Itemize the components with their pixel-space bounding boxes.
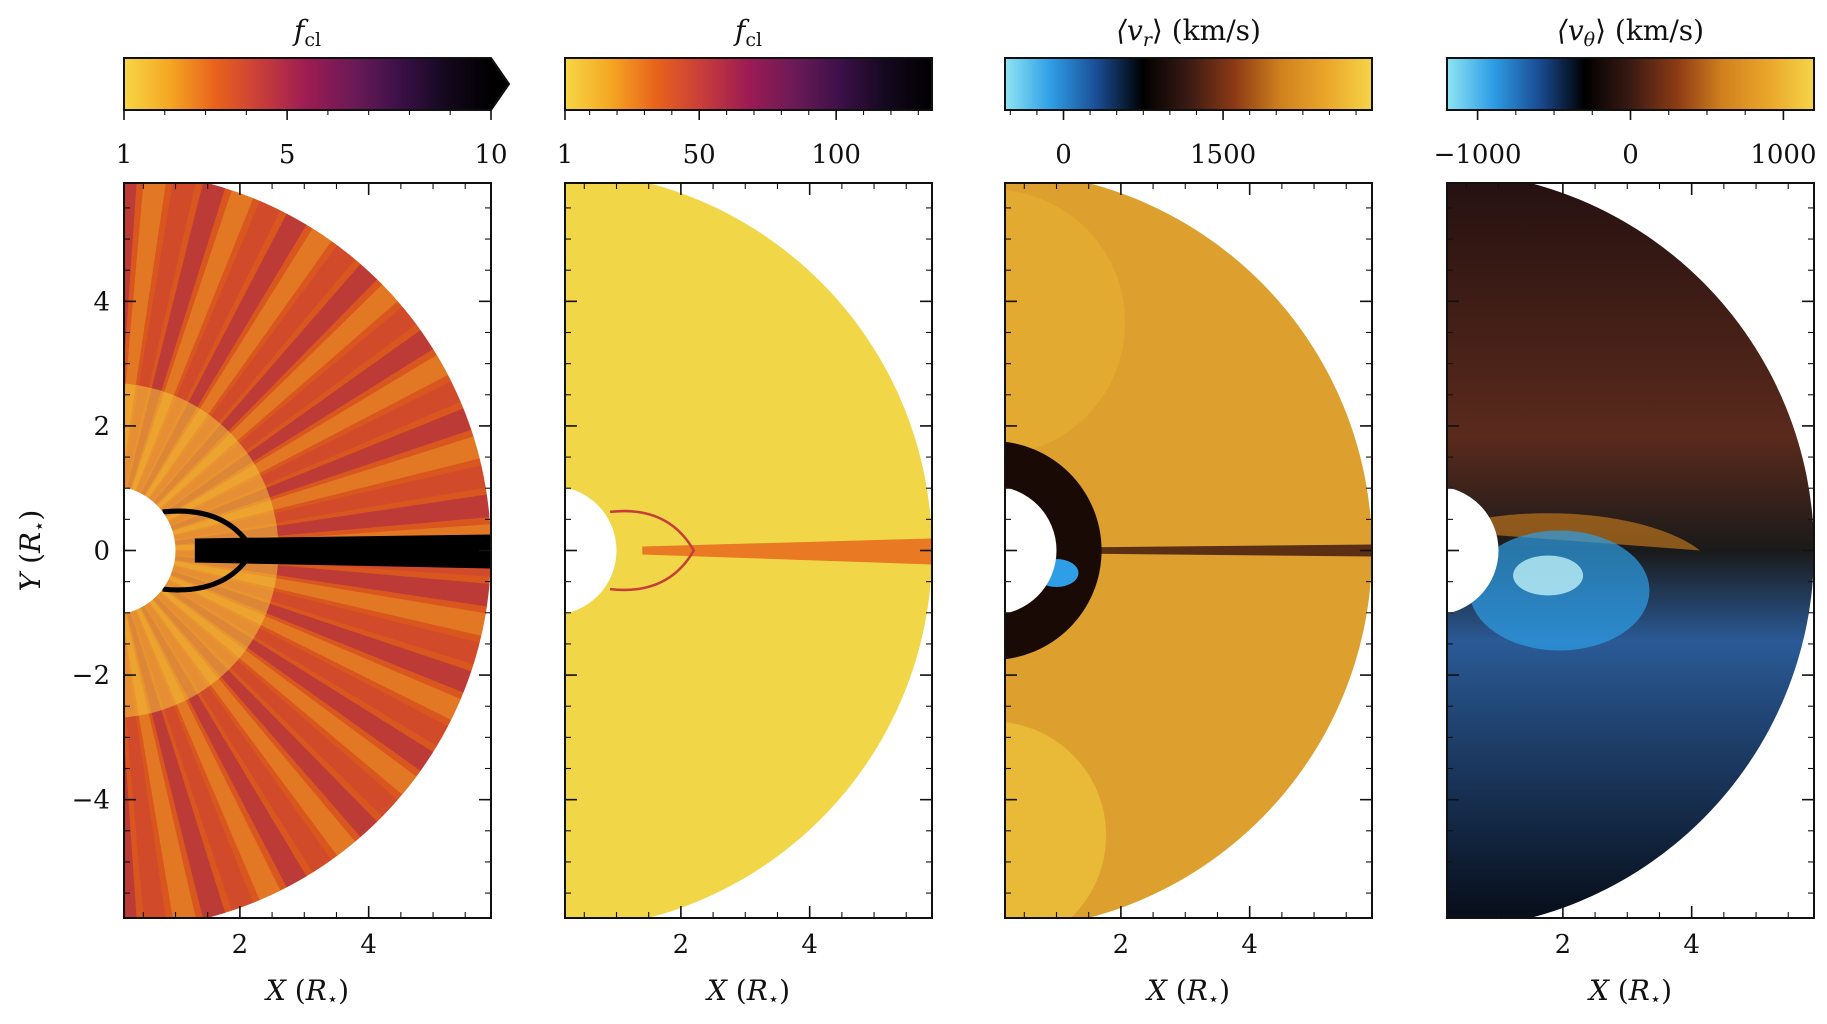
colorbar [124, 58, 491, 110]
colorbar-tick-label: 100 [811, 140, 861, 170]
panel-3: 0 1500 ⟨vr⟩ (km/s) 2 4 X (R⋆) [1004, 14, 1373, 1010]
colorbar-title: ⟨vθ⟩ (km/s) [1557, 14, 1704, 51]
x-tick-label: 2 [1113, 930, 1130, 960]
colorbar-title: ⟨vr⟩ (km/s) [1116, 14, 1261, 51]
heatmap-field [565, 183, 932, 918]
star-disc [1447, 487, 1499, 614]
colorbar-tick-label: 50 [683, 140, 716, 170]
heatmap-field [124, 183, 491, 918]
star-disc [124, 487, 176, 614]
panel-2: 1 50 100 fcl 2 4 X (R⋆) [557, 14, 933, 1010]
x-tick-label: 4 [801, 930, 818, 960]
colorbar-tick-label: 1000 [1750, 140, 1816, 170]
heatmap-feature [642, 538, 932, 565]
x-axis-label: X (R⋆) [705, 974, 790, 1010]
x-tick-label: 2 [673, 930, 690, 960]
star-disc [565, 487, 617, 614]
heatmap-streak [124, 736, 137, 918]
x-tick-label: 2 [232, 930, 249, 960]
colorbar-tick-label: 1 [557, 140, 574, 170]
heatmap-feature [1005, 722, 1107, 918]
heatmap-feature [1005, 190, 1126, 455]
colorbar-tick-label: 0 [1055, 140, 1072, 170]
heatmap-feature [609, 509, 696, 592]
colorbar-outline [123, 57, 511, 111]
y-tick-label: 0 [93, 537, 110, 567]
x-axis-label: X (R⋆) [264, 974, 349, 1010]
y-tick-label: −2 [72, 661, 110, 691]
x-tick-label: 2 [1555, 930, 1572, 960]
panel-1: 1 5 10 fcl 2 4 −4 −2 0 2 4 Y (R⋆) X (R⋆) [14, 14, 511, 1010]
heatmap-streak [124, 636, 166, 918]
colorbar-outline [564, 57, 933, 111]
heatmap-feature [194, 534, 491, 569]
y-axis-label: Y (R⋆) [14, 510, 50, 592]
heatmap-feature [1069, 544, 1372, 557]
x-tick-label: 4 [1683, 930, 1700, 960]
x-axis-label: X (R⋆) [1587, 974, 1672, 1010]
heatmap-streak [124, 183, 166, 465]
colorbar [1447, 58, 1814, 110]
x-tick-label: 4 [360, 930, 377, 960]
heatmap-field [1005, 183, 1372, 918]
colorbar-title: fcl [292, 14, 321, 51]
heatmap-feature [162, 508, 256, 593]
y-tick-label: −4 [72, 786, 110, 816]
colorbar-tick-label: 1500 [1190, 140, 1256, 170]
heatmap-field [1447, 183, 1814, 918]
x-tick-label: 4 [1241, 930, 1258, 960]
colorbar [1005, 58, 1372, 110]
colorbar-tick-label: −1000 [1434, 140, 1522, 170]
panel-4: −1000 0 1000 ⟨vθ⟩ (km/s) 2 4 X (R⋆) [1434, 14, 1817, 1010]
y-tick-label: 4 [93, 287, 110, 317]
heatmap-disc [1447, 183, 1814, 918]
colorbar-title: fcl [733, 14, 762, 51]
colorbar-tick-label: 5 [279, 140, 296, 170]
colorbar-tick-label: 10 [474, 140, 507, 170]
star-disc [1005, 487, 1057, 614]
x-axis-label: X (R⋆) [1145, 974, 1230, 1010]
colorbar-outline [1004, 57, 1373, 111]
heatmap-feature [1513, 555, 1584, 596]
heatmap-streak [124, 183, 137, 365]
y-tick-label: 2 [93, 412, 110, 442]
colorbar-tick-label: 1 [116, 140, 133, 170]
colorbar-tick-label: 0 [1622, 140, 1639, 170]
colorbar [565, 58, 932, 110]
